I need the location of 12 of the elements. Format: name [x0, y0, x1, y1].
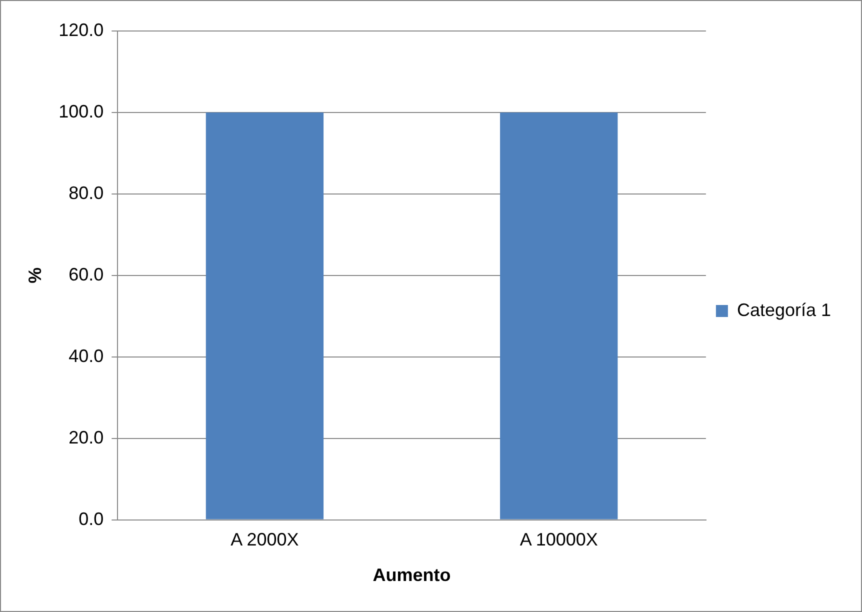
y-tick-label: 0.0 [78, 508, 104, 529]
x-axis-title: Aumento [372, 565, 451, 586]
y-tick-label: 100.0 [58, 101, 104, 122]
y-tick-label: 120.0 [58, 20, 104, 40]
y-tick-label: 80.0 [68, 182, 104, 203]
y-tick-label: 60.0 [68, 264, 104, 284]
x-tick-label: A 2000X [230, 530, 299, 550]
legend-label: Categoría 1 [736, 300, 831, 320]
x-tick-label: A 10000X [520, 530, 598, 550]
y-axis-title: % [24, 267, 45, 284]
y-tick-label: 40.0 [68, 346, 104, 366]
y-tick-label: 20.0 [68, 427, 104, 448]
